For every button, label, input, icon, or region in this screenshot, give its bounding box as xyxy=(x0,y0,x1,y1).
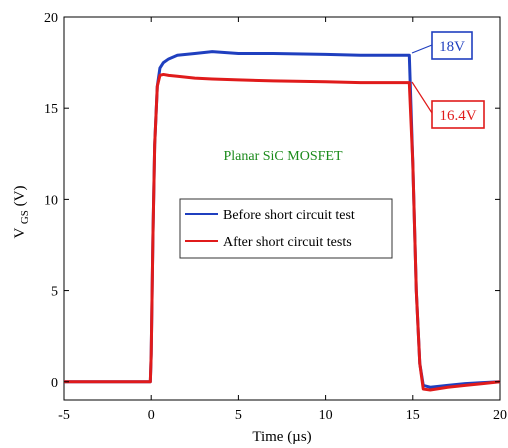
annotation-18v-label: 18V xyxy=(439,39,465,55)
annotation-16-4v: 16.4V xyxy=(411,81,485,129)
x-tick-label: 15 xyxy=(406,408,420,423)
device-label: Planar SiC MOSFET xyxy=(223,149,342,164)
y-tick-label: 10 xyxy=(44,193,58,208)
y-axis-title-unit: (V) xyxy=(12,186,28,207)
y-tick-label: 5 xyxy=(51,285,58,300)
x-tick-label: 0 xyxy=(148,408,155,423)
legend-label-before: Before short circuit test xyxy=(223,208,355,223)
x-tick-label: 20 xyxy=(493,408,507,423)
legend-label-after: After short circuit tests xyxy=(223,235,352,250)
x-axis-title: Time (µs) xyxy=(252,429,311,445)
x-tick-label: 10 xyxy=(319,408,333,423)
ticks-layer: -5 0 5 10 15 20 0 5 10 15 20 xyxy=(44,11,507,423)
y-axis-title: V GS (V) xyxy=(12,186,32,239)
annotation-18v-pointer xyxy=(411,44,433,54)
legend-box xyxy=(179,198,393,259)
series-layer xyxy=(64,50,501,392)
x-tick-label: 5 xyxy=(235,408,242,423)
legend: Before short circuit test After short ci… xyxy=(179,198,393,259)
series-line-after xyxy=(64,72,501,392)
annotation-18v-box xyxy=(431,31,473,60)
annotation-18v: 18V xyxy=(411,31,473,60)
y-tick-label: 15 xyxy=(44,102,58,117)
y-axis-title-main: V xyxy=(12,227,28,238)
x-tick-label: -5 xyxy=(58,408,70,423)
y-tick-label: 20 xyxy=(44,11,58,26)
annotation-16-4v-box xyxy=(431,100,485,129)
y-axis-title-sub: GS xyxy=(19,210,31,224)
annotation-16-4v-label: 16.4V xyxy=(439,108,476,124)
y-tick-label: 0 xyxy=(51,376,58,391)
annotation-16-4v-pointer xyxy=(411,81,433,114)
